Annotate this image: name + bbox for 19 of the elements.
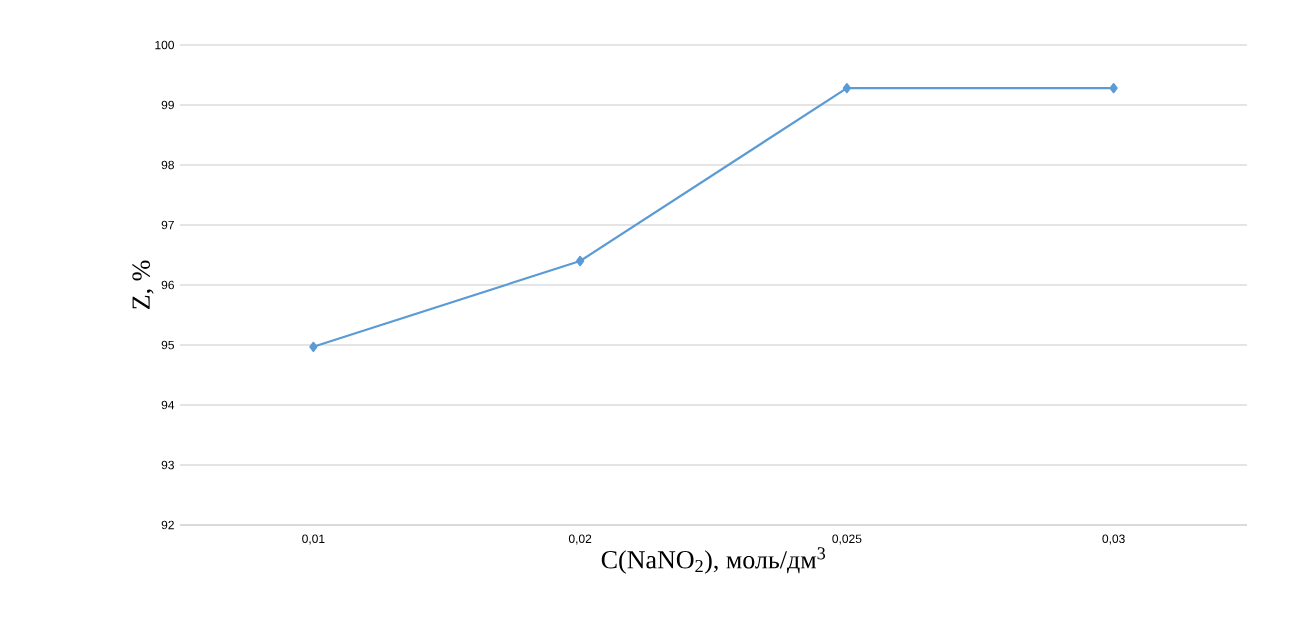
x-tick-label: 0,02 — [568, 534, 592, 545]
y-tick-label: 94 — [161, 400, 175, 410]
y-tick-label: 92 — [161, 520, 174, 530]
point — [1109, 83, 1118, 94]
point — [309, 341, 318, 352]
y-tick-label: 99 — [161, 100, 174, 110]
x-tick-label: 0,03 — [1102, 534, 1125, 545]
x-tick-label: 0,025 — [832, 534, 862, 545]
point — [842, 83, 851, 94]
y-tick-label: 96 — [161, 280, 174, 290]
y-tick-label: 98 — [161, 160, 174, 170]
y-axis-title: Z, % — [132, 260, 154, 310]
point — [576, 255, 585, 267]
x-tick-label: 0,01 — [302, 534, 325, 545]
y-tick-label: 93 — [161, 460, 174, 470]
y-tick-label: 97 — [161, 220, 174, 230]
x-axis-title: C(NaNO$_{2}$), моль/дм$^{3}$ — [601, 547, 826, 574]
y-tick-label: 100 — [155, 40, 175, 50]
y-tick-label: 95 — [161, 340, 174, 350]
